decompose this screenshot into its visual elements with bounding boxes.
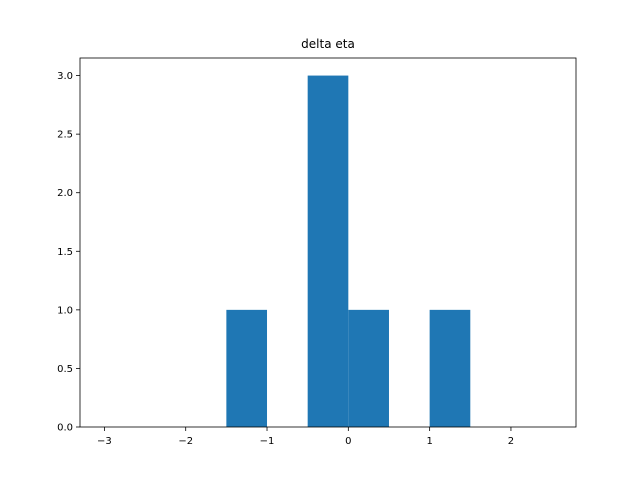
y-tick-label-4: 2.0 — [57, 188, 73, 199]
x-tick-label-1: −2 — [178, 436, 193, 447]
x-tick-label-4: 1 — [426, 436, 432, 447]
y-tick-label-6: 3.0 — [57, 71, 73, 82]
histogram-bar-1 — [307, 75, 349, 428]
x-tick-label-0: −3 — [97, 436, 112, 447]
y-tick-label-2: 1.0 — [57, 305, 73, 316]
y-tick-label-0: 0.0 — [57, 423, 73, 434]
y-tick-label-3: 1.5 — [57, 247, 73, 258]
chart-title: delta eta — [301, 37, 355, 51]
x-tick-label-2: −1 — [260, 436, 275, 447]
plot-frame — [79, 57, 577, 428]
y-tick-label-5: 2.5 — [57, 130, 73, 141]
histogram-bar-2 — [348, 309, 389, 427]
histogram-bar-0 — [226, 309, 268, 427]
x-tick-label-3: 0 — [345, 436, 351, 447]
x-tick-label-5: 2 — [508, 436, 514, 447]
y-tick-label-1: 0.5 — [57, 364, 73, 375]
y-axis: 0.0 0.5 1.0 1.5 2.0 2.5 3.0 — [57, 71, 80, 434]
histogram-bar-3 — [429, 309, 471, 427]
x-axis: −3 −2 −1 0 1 2 — [97, 427, 514, 447]
bars-group — [226, 75, 471, 428]
